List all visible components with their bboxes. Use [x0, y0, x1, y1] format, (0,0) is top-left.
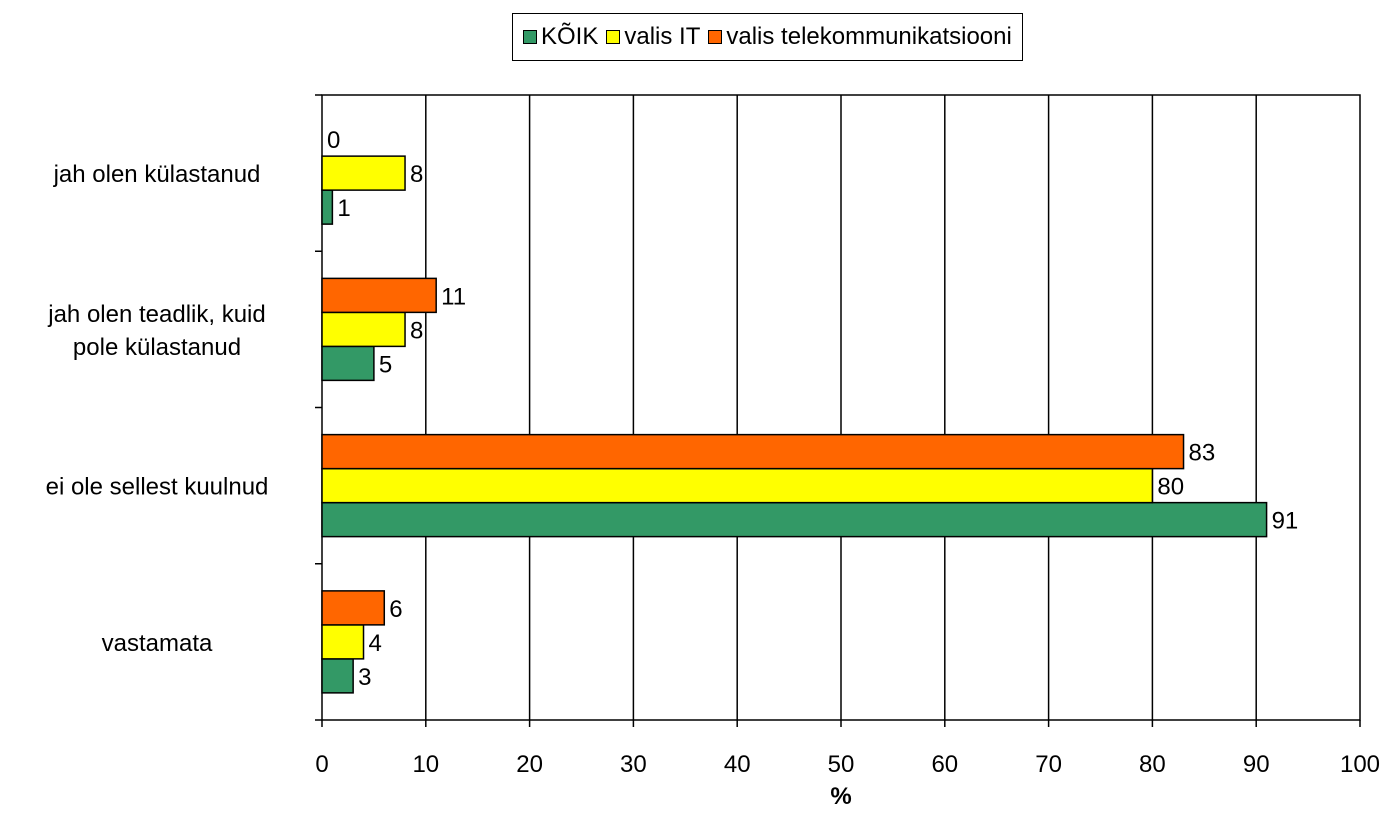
data-label: 6 — [389, 596, 402, 623]
x-tick-label: 0 — [315, 751, 328, 778]
bar — [321, 311, 406, 348]
bar — [321, 467, 1154, 504]
bar — [321, 433, 1185, 470]
x-tick-label: 60 — [931, 751, 958, 778]
legend-item-valis-telekom: valis telekommunikatsiooni — [708, 23, 1012, 51]
bar — [321, 155, 406, 191]
data-label: 1 — [337, 195, 350, 222]
x-tick-label: 30 — [620, 751, 647, 778]
bar — [321, 345, 375, 382]
legend-swatch-koik — [523, 30, 537, 44]
legend: KÕIK valis IT valis telekommunikatsiooni — [512, 13, 1023, 61]
legend-swatch-valis-telekom — [708, 30, 723, 44]
data-label: 83 — [1189, 440, 1216, 467]
x-tick-label: 100 — [1340, 751, 1380, 778]
bar — [321, 624, 365, 660]
x-tick-label: 40 — [724, 751, 751, 778]
category-label: vastamata — [102, 630, 213, 657]
category-label: jah olen teadlik, kuid pole külastanud — [47, 301, 265, 361]
data-label: 5 — [379, 351, 392, 378]
legend-item-koik: KÕIK — [523, 23, 598, 51]
data-label: 80 — [1157, 474, 1184, 501]
data-label: 0 — [327, 127, 340, 154]
x-tick-label: 70 — [1035, 751, 1062, 778]
bar — [321, 658, 354, 694]
legend-label-valis-telekom: valis telekommunikatsiooni — [726, 23, 1012, 50]
x-tick-label: 80 — [1139, 751, 1166, 778]
data-label: 91 — [1272, 508, 1299, 535]
bar — [321, 189, 334, 225]
data-label: 8 — [410, 161, 423, 188]
bar — [321, 501, 1268, 538]
x-axis-title: % — [830, 783, 851, 810]
data-label: 8 — [410, 317, 423, 344]
x-tick-label: 90 — [1243, 751, 1270, 778]
bar — [321, 277, 437, 314]
category-label: ei ole sellest kuulnud — [46, 474, 269, 501]
data-label: 11 — [441, 283, 466, 310]
bar — [321, 590, 386, 626]
legend-label-valis-it: valis IT — [624, 23, 701, 50]
x-tick-label: 20 — [516, 751, 543, 778]
x-tick-label: 10 — [412, 751, 439, 778]
legend-swatch-valis-it — [606, 30, 621, 44]
category-label: jah olen külastanud — [53, 161, 261, 188]
legend-label-koik: KÕIK — [541, 23, 599, 50]
legend-item-valis-it: valis IT — [606, 23, 700, 51]
data-label: 3 — [358, 664, 371, 691]
x-tick-label: 50 — [828, 751, 855, 778]
data-label: 4 — [369, 630, 382, 657]
